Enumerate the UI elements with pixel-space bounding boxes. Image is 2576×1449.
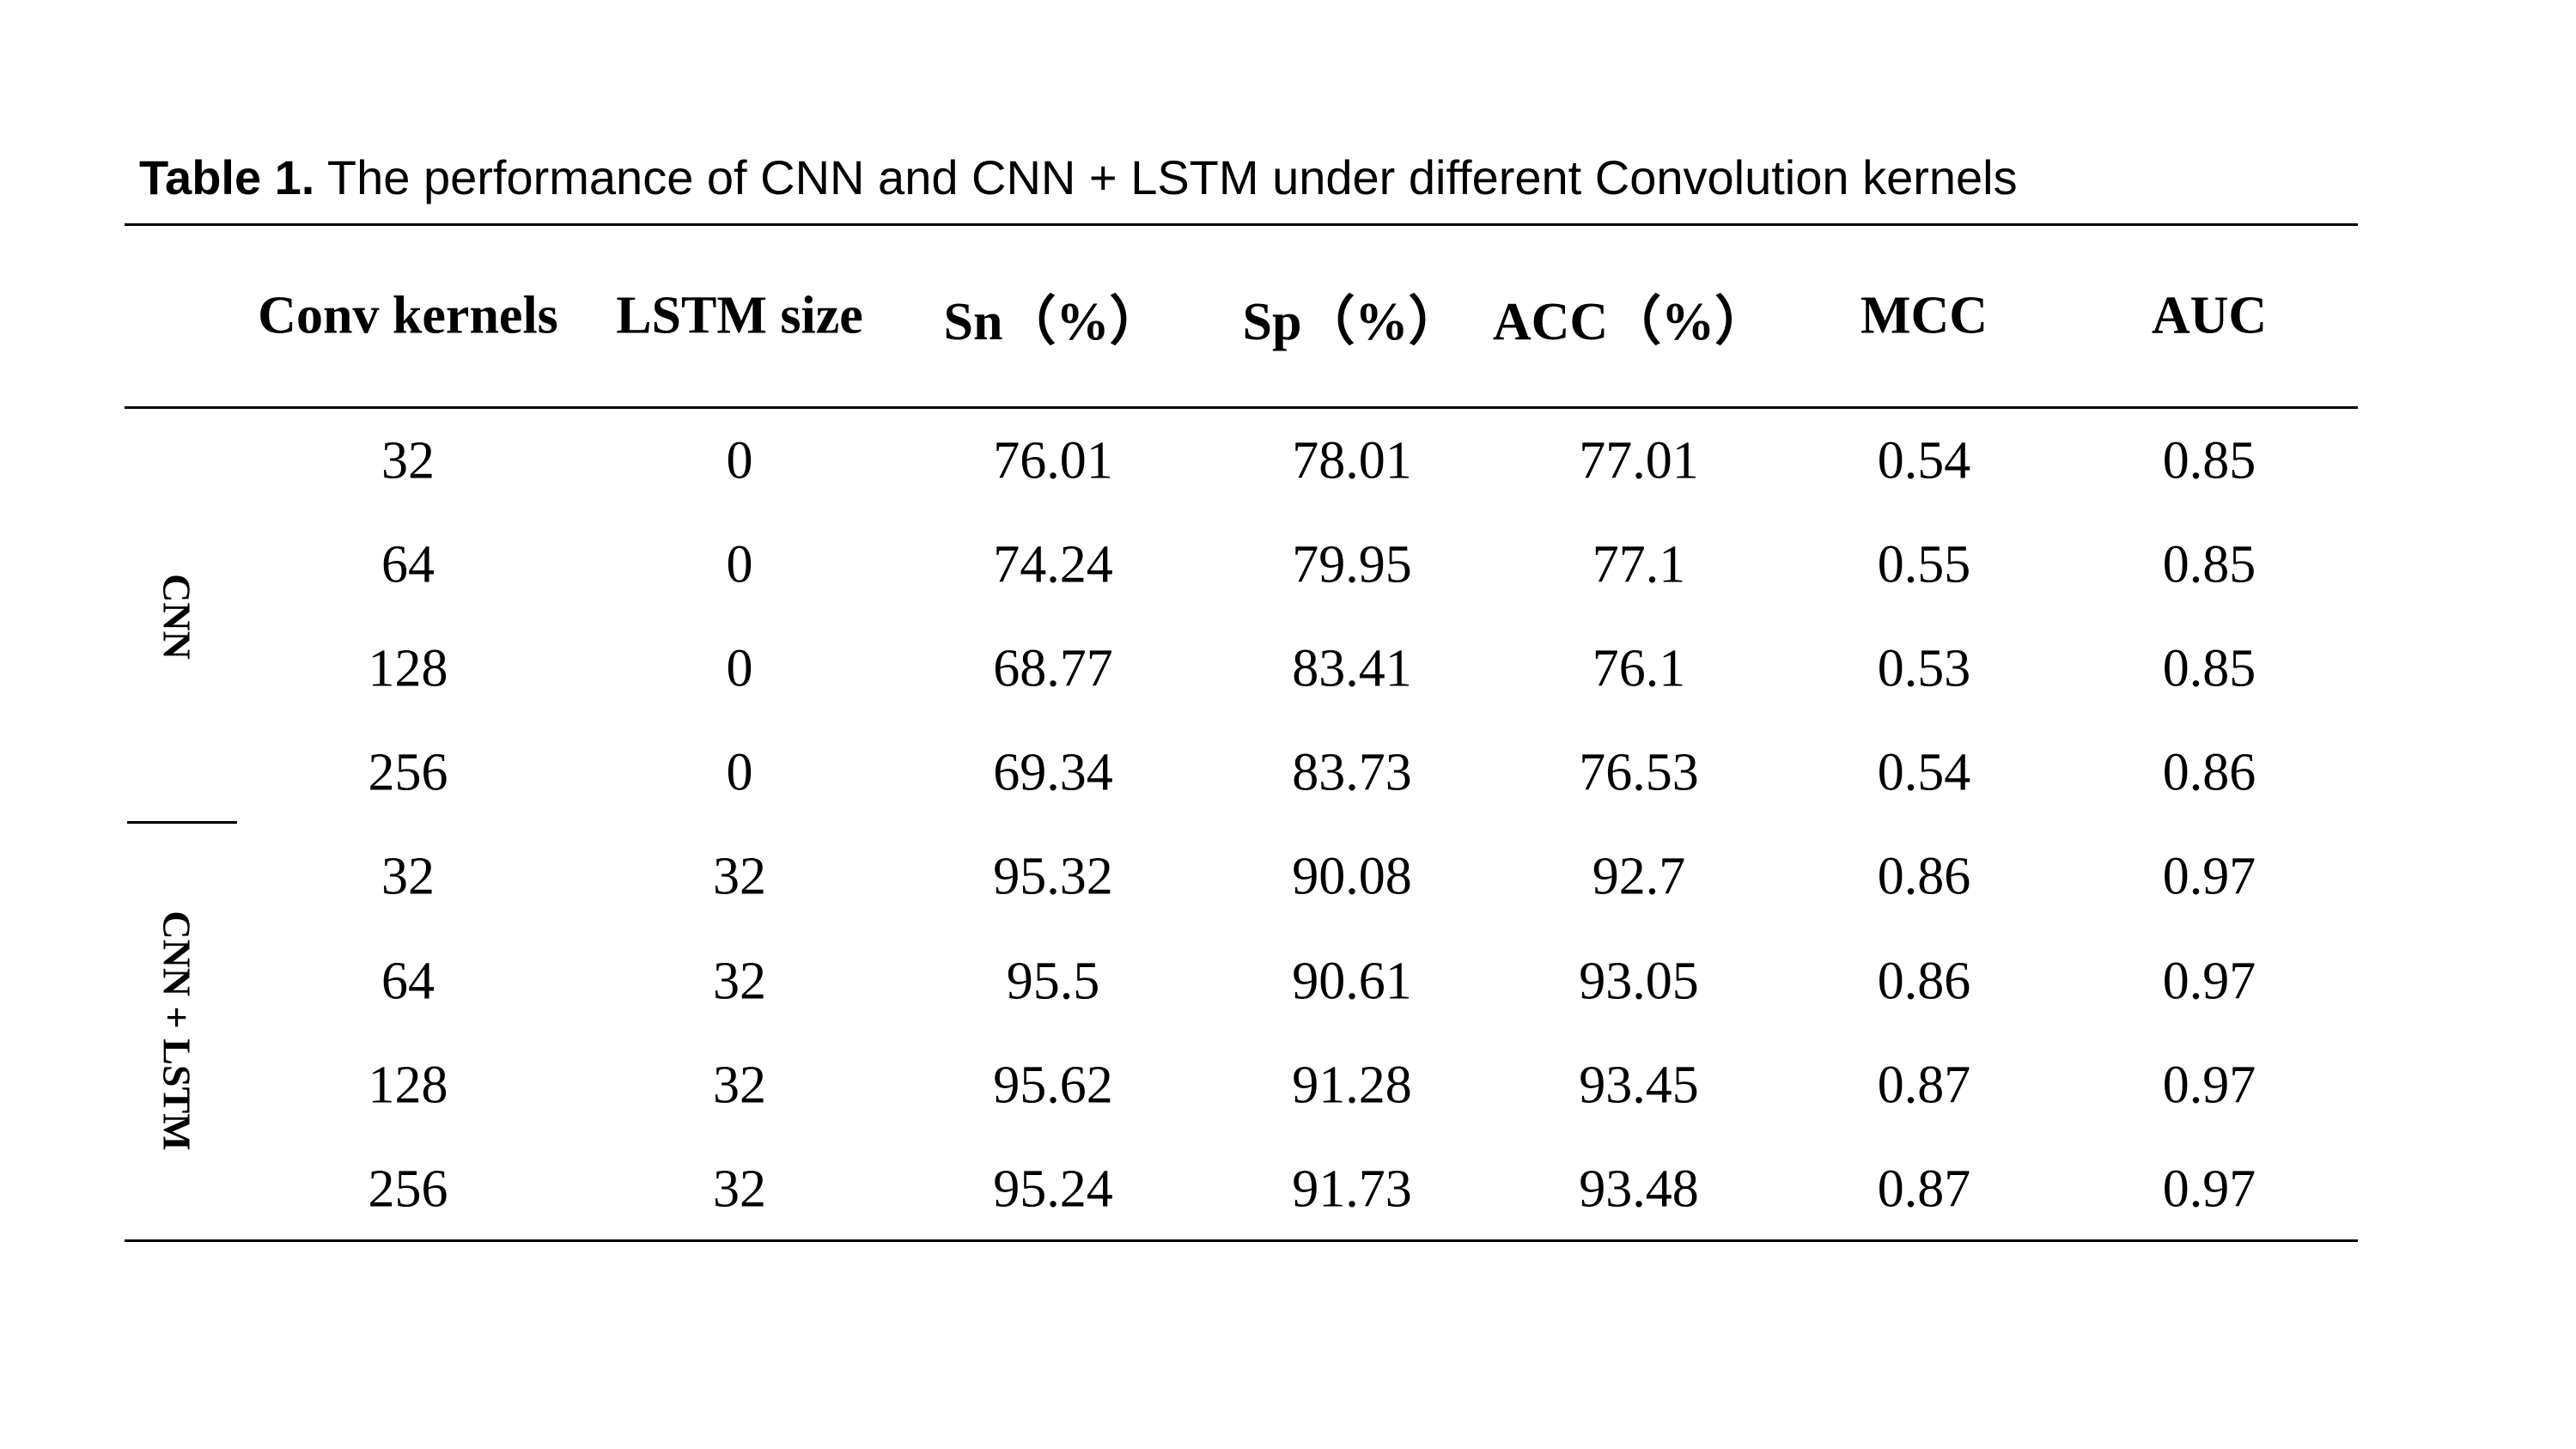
- table-cell: 93.48: [1579, 1160, 1699, 1219]
- table-cell: 77.01: [1579, 431, 1699, 490]
- table-cell: 32: [381, 847, 435, 906]
- table-cell: 32: [713, 1056, 766, 1115]
- table-cell: 90.08: [1292, 847, 1412, 906]
- table-cell: 0.54: [1877, 431, 1971, 490]
- table-cell: 0.85: [2162, 535, 2256, 594]
- table-cell: 0.85: [2162, 639, 2256, 698]
- table-cell: 69.34: [993, 743, 1113, 802]
- group-separator-rule: [127, 821, 237, 824]
- table-cell: 64: [381, 535, 435, 594]
- table-cell: 95.32: [993, 847, 1113, 906]
- table-cell: 77.1: [1592, 535, 1686, 594]
- table-cell: 0.86: [2162, 743, 2256, 802]
- table-cell: 0.97: [2162, 952, 2256, 1011]
- header-sp: Sp（%）: [1242, 293, 1462, 351]
- table-cell: 92.7: [1592, 847, 1686, 906]
- table-header-rule: [125, 406, 2358, 409]
- table-cell: 0.87: [1877, 1056, 1971, 1115]
- table-cell: 32: [381, 431, 435, 490]
- table-top-rule: [125, 223, 2358, 226]
- table-cell: 78.01: [1292, 431, 1412, 490]
- table-cell: 76.1: [1592, 639, 1686, 698]
- table-cell: 256: [368, 1160, 448, 1219]
- table-caption: Table 1. The performance of CNN and CNN …: [139, 148, 2018, 208]
- table-cell: 68.77: [993, 639, 1113, 698]
- table-cell: 0: [726, 535, 753, 594]
- header-mcc: MCC: [1860, 286, 1988, 345]
- table-cell: 95.24: [993, 1160, 1113, 1219]
- table-cell: 91.28: [1292, 1056, 1412, 1115]
- table-cell: 0: [726, 431, 753, 490]
- table-cell: 0: [726, 743, 753, 802]
- header-sn: Sn（%）: [943, 293, 1163, 351]
- header-conv-kernels: Conv kernels: [258, 286, 558, 345]
- table-cell: 0.87: [1877, 1160, 1971, 1219]
- table-cell: 0.97: [2162, 847, 2256, 906]
- table-cell: 83.73: [1292, 743, 1412, 802]
- table-cell: 0.97: [2162, 1056, 2256, 1115]
- table-cell: 90.61: [1292, 952, 1412, 1011]
- table-cell: 64: [381, 952, 435, 1011]
- table-cell: 256: [368, 743, 448, 802]
- table-cell: 93.05: [1579, 952, 1699, 1011]
- header-auc: AUC: [2151, 286, 2268, 345]
- table-cell: 93.45: [1579, 1056, 1699, 1115]
- table-cell: 0.55: [1877, 535, 1971, 594]
- table-cell: 0.97: [2162, 1160, 2256, 1219]
- table-cell: 76.53: [1579, 743, 1699, 802]
- header-acc: ACC（%）: [1492, 293, 1769, 351]
- table-cell: 95.62: [993, 1056, 1113, 1115]
- table-cell: 91.73: [1292, 1160, 1412, 1219]
- table-cell: 0.86: [1877, 847, 1971, 906]
- table-cell: 74.24: [993, 535, 1113, 594]
- table-cell: 32: [713, 952, 766, 1011]
- table-caption-text: The performance of CNN and CNN + LSTM un…: [314, 150, 2018, 204]
- table-cell: 0.53: [1877, 639, 1971, 698]
- header-lstm-size: LSTM size: [616, 286, 863, 345]
- table-caption-label: Table 1.: [139, 150, 315, 204]
- table-cell: 0.54: [1877, 743, 1971, 802]
- table-cell: 128: [368, 639, 448, 698]
- group-label-cnn-lstm: CNN + LSTM: [155, 910, 199, 1151]
- table-cell: 76.01: [993, 431, 1113, 490]
- table-cell: 0: [726, 639, 753, 698]
- group-label-cnn: CNN: [155, 574, 199, 660]
- table-cell: 32: [713, 847, 766, 906]
- table-cell: 32: [713, 1160, 766, 1219]
- table-cell: 0.86: [1877, 952, 1971, 1011]
- table-cell: 95.5: [1006, 952, 1100, 1011]
- table-cell: 128: [368, 1056, 448, 1115]
- table-cell: 79.95: [1292, 535, 1412, 594]
- table-cell: 0.85: [2162, 431, 2256, 490]
- table-cell: 83.41: [1292, 639, 1412, 698]
- table-bottom-rule: [125, 1239, 2358, 1242]
